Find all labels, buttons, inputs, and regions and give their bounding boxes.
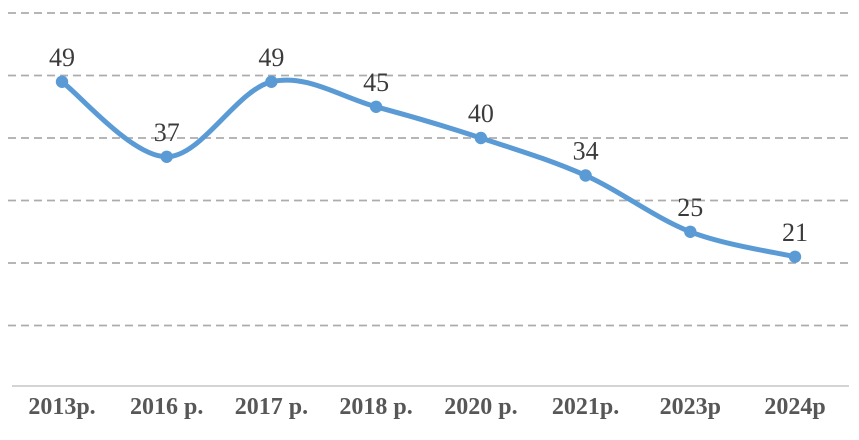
data-point-label: 45 xyxy=(363,68,389,97)
x-axis-label: 2016 p. xyxy=(130,394,203,420)
data-point-label: 49 xyxy=(258,43,284,72)
data-point-label: 49 xyxy=(49,43,75,72)
data-point-marker-2020 xyxy=(474,131,488,145)
x-axis-label: 2023p xyxy=(660,394,721,420)
x-axis-label: 2021p. xyxy=(552,394,619,420)
x-axis-label: 2017 p. xyxy=(235,394,308,420)
data-point-label: 21 xyxy=(782,218,808,247)
data-point-label: 34 xyxy=(573,137,599,166)
data-point-marker-2021 xyxy=(579,169,592,182)
x-axis-label: 2024p xyxy=(764,394,825,420)
data-point-marker-2013 xyxy=(55,75,69,89)
x-axis-label: 2018 p. xyxy=(339,394,412,420)
data-point-marker-2023 xyxy=(684,225,697,238)
data-point-label: 40 xyxy=(468,99,494,128)
data-point-marker-2024 xyxy=(788,250,802,263)
data-point-label: 25 xyxy=(677,193,703,222)
data-point-marker-2016 xyxy=(160,150,173,163)
data-point-marker-2018 xyxy=(369,100,383,114)
data-point-marker-2017 xyxy=(265,75,278,89)
x-axis-label: 2020 p. xyxy=(444,394,517,420)
x-axis-label: 2013p. xyxy=(28,394,95,420)
data-point-label: 37 xyxy=(154,118,180,147)
